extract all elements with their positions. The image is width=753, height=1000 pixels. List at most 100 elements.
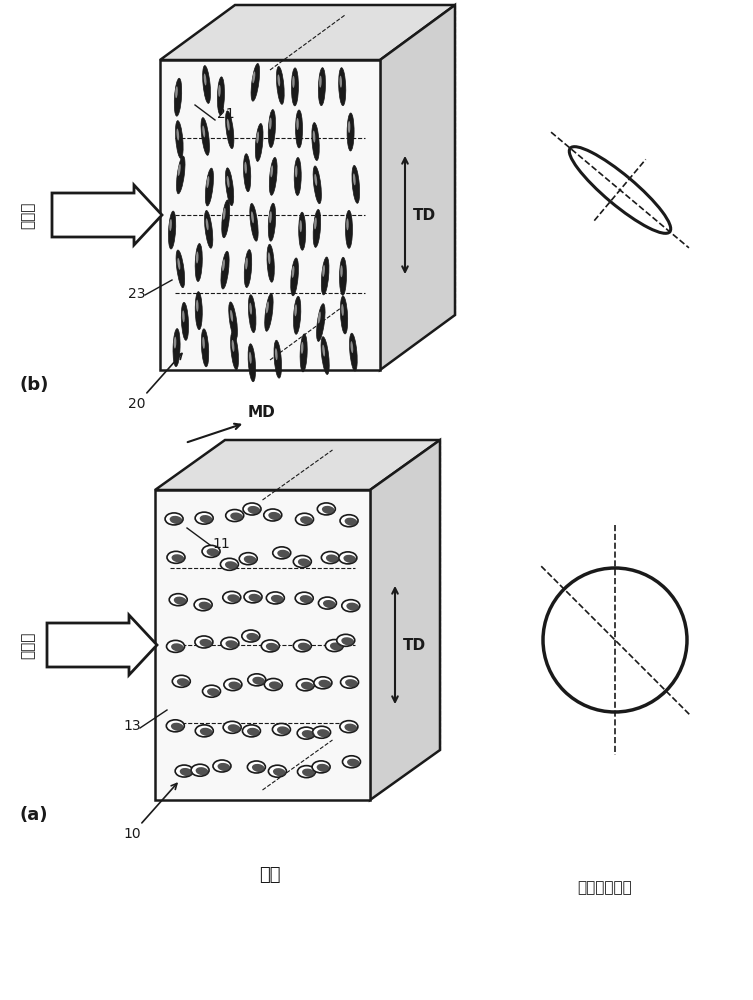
Ellipse shape: [201, 329, 209, 367]
Ellipse shape: [268, 252, 270, 264]
Ellipse shape: [297, 679, 315, 691]
Ellipse shape: [203, 685, 221, 697]
Ellipse shape: [174, 337, 176, 349]
Ellipse shape: [339, 68, 346, 106]
Ellipse shape: [207, 688, 220, 696]
Text: 20: 20: [128, 397, 145, 411]
Ellipse shape: [221, 251, 229, 289]
Ellipse shape: [273, 547, 291, 559]
Ellipse shape: [277, 550, 290, 558]
Text: 10: 10: [123, 827, 141, 841]
Ellipse shape: [340, 257, 346, 295]
Ellipse shape: [291, 266, 294, 278]
Ellipse shape: [165, 513, 183, 525]
Ellipse shape: [312, 123, 319, 161]
Text: 11: 11: [212, 537, 230, 551]
Ellipse shape: [256, 131, 259, 143]
Ellipse shape: [195, 512, 213, 524]
Ellipse shape: [346, 218, 349, 230]
Ellipse shape: [319, 680, 331, 688]
Ellipse shape: [353, 173, 355, 185]
Ellipse shape: [340, 515, 358, 527]
Ellipse shape: [302, 769, 315, 777]
Polygon shape: [52, 185, 162, 245]
Ellipse shape: [322, 265, 325, 277]
Ellipse shape: [270, 165, 273, 177]
Ellipse shape: [322, 552, 340, 564]
Ellipse shape: [314, 174, 317, 186]
Ellipse shape: [345, 679, 358, 687]
Ellipse shape: [322, 257, 329, 295]
Ellipse shape: [248, 674, 266, 686]
Ellipse shape: [348, 121, 350, 133]
Ellipse shape: [342, 600, 360, 612]
Ellipse shape: [337, 634, 355, 646]
Ellipse shape: [223, 591, 241, 603]
Ellipse shape: [223, 721, 241, 733]
Ellipse shape: [297, 766, 316, 778]
Ellipse shape: [325, 640, 343, 652]
Ellipse shape: [295, 165, 297, 177]
Ellipse shape: [243, 154, 251, 192]
Ellipse shape: [299, 212, 306, 250]
Ellipse shape: [225, 561, 238, 569]
Ellipse shape: [319, 76, 322, 88]
Ellipse shape: [266, 301, 269, 313]
Ellipse shape: [225, 640, 238, 648]
Ellipse shape: [322, 345, 325, 357]
Ellipse shape: [317, 729, 330, 737]
Ellipse shape: [195, 292, 203, 330]
Ellipse shape: [296, 118, 299, 130]
Ellipse shape: [330, 642, 343, 651]
Ellipse shape: [340, 721, 358, 733]
Ellipse shape: [203, 66, 211, 103]
Ellipse shape: [300, 334, 307, 372]
Ellipse shape: [178, 164, 181, 176]
Ellipse shape: [339, 552, 357, 564]
Ellipse shape: [178, 258, 180, 270]
Ellipse shape: [294, 304, 297, 316]
Ellipse shape: [298, 643, 311, 651]
Text: MD: MD: [248, 405, 276, 420]
Ellipse shape: [294, 640, 311, 652]
Ellipse shape: [268, 203, 276, 241]
Ellipse shape: [275, 348, 278, 360]
Ellipse shape: [213, 760, 231, 772]
Ellipse shape: [243, 503, 261, 515]
Ellipse shape: [341, 304, 344, 316]
Ellipse shape: [242, 725, 261, 737]
Ellipse shape: [294, 157, 301, 195]
Ellipse shape: [295, 110, 303, 148]
Ellipse shape: [267, 244, 274, 282]
Ellipse shape: [242, 630, 260, 642]
Ellipse shape: [195, 725, 213, 737]
Ellipse shape: [248, 506, 261, 514]
Ellipse shape: [204, 74, 206, 85]
Ellipse shape: [196, 767, 209, 775]
Ellipse shape: [201, 118, 209, 155]
Ellipse shape: [248, 761, 265, 773]
Ellipse shape: [346, 210, 352, 248]
Ellipse shape: [319, 597, 337, 609]
Polygon shape: [47, 615, 157, 675]
Text: 入射光: 入射光: [20, 631, 35, 659]
Ellipse shape: [172, 675, 191, 687]
Ellipse shape: [245, 162, 247, 174]
Ellipse shape: [312, 131, 316, 143]
Polygon shape: [160, 60, 380, 370]
Ellipse shape: [252, 764, 265, 772]
Ellipse shape: [340, 265, 343, 277]
Ellipse shape: [206, 168, 213, 206]
Ellipse shape: [181, 302, 188, 340]
Ellipse shape: [200, 728, 212, 736]
Ellipse shape: [248, 295, 256, 333]
Polygon shape: [155, 490, 370, 800]
Ellipse shape: [322, 506, 335, 514]
Ellipse shape: [180, 768, 193, 776]
Ellipse shape: [340, 296, 348, 334]
Ellipse shape: [300, 220, 302, 232]
Ellipse shape: [226, 111, 234, 149]
Ellipse shape: [269, 118, 272, 130]
Text: TD: TD: [413, 208, 436, 223]
Ellipse shape: [316, 304, 325, 341]
